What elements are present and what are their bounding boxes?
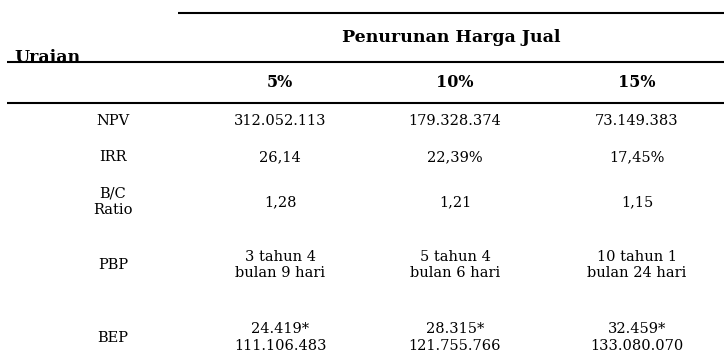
Text: 5%: 5%: [267, 74, 293, 91]
Text: 1,15: 1,15: [621, 195, 653, 209]
Text: IRR: IRR: [99, 151, 127, 164]
Text: 17,45%: 17,45%: [609, 151, 665, 164]
Text: NPV: NPV: [96, 114, 130, 128]
Text: 312.052.113: 312.052.113: [234, 114, 327, 128]
Text: 10 tahun 1
bulan 24 hari: 10 tahun 1 bulan 24 hari: [587, 250, 687, 280]
Text: 22,39%: 22,39%: [427, 151, 483, 164]
Text: 1,21: 1,21: [439, 195, 471, 209]
Text: 5 tahun 4
bulan 6 hari: 5 tahun 4 bulan 6 hari: [410, 250, 500, 280]
Text: 10%: 10%: [436, 74, 474, 91]
Text: B/C
Ratio: B/C Ratio: [93, 187, 132, 217]
Text: BEP: BEP: [98, 331, 128, 345]
Text: 28.315*
121.755.766: 28.315* 121.755.766: [408, 323, 502, 353]
Text: 1,28: 1,28: [264, 195, 296, 209]
Text: 26,14: 26,14: [259, 151, 301, 164]
Text: 24.419*
111.106.483: 24.419* 111.106.483: [234, 323, 327, 353]
Text: 3 tahun 4
bulan 9 hari: 3 tahun 4 bulan 9 hari: [235, 250, 325, 280]
Text: PBP: PBP: [98, 258, 128, 272]
Text: 32.459*
133.080.070: 32.459* 133.080.070: [590, 323, 684, 353]
Text: Uraian: Uraian: [15, 50, 81, 66]
Text: 15%: 15%: [618, 74, 656, 91]
Text: 179.328.374: 179.328.374: [408, 114, 502, 128]
Text: Penurunan Harga Jual: Penurunan Harga Jual: [342, 29, 561, 46]
Text: 73.149.383: 73.149.383: [596, 114, 678, 128]
